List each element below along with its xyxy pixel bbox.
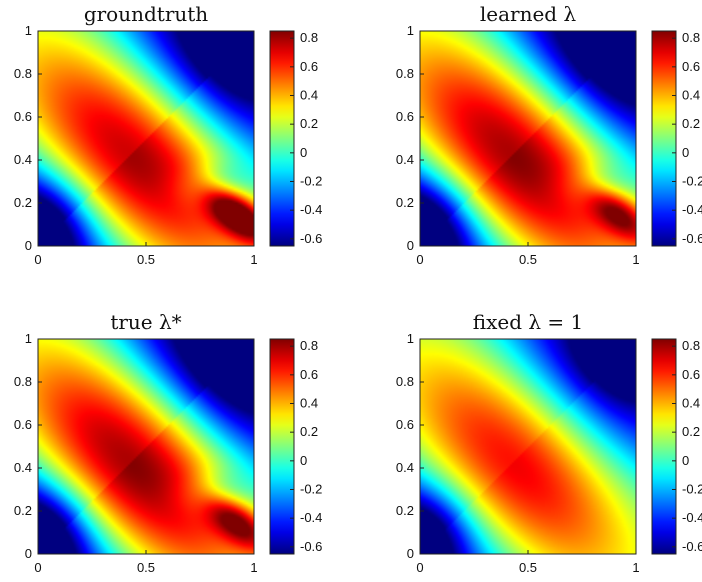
y-tick-label: 1 — [407, 23, 414, 38]
colorbar-tick-label: -0.4 — [300, 510, 322, 525]
colorbar-tick-label: 0.8 — [682, 30, 700, 45]
panel-4: fixed λ = 1 0 0.2 0.4 0.6 0.8 1 0 0.5 1 0.8 0.6 0.4 0… — [396, 310, 702, 575]
colorbar-tick-label: -0.6 — [682, 231, 702, 246]
y-tick-label: 0 — [25, 546, 32, 561]
y-tick-label: 0.2 — [396, 195, 414, 210]
colorbar-tick-label: 0.6 — [682, 59, 700, 74]
colorbar — [269, 338, 295, 555]
colorbar-tick-label: 0.2 — [682, 424, 700, 439]
colorbar-tick-label: 0.8 — [682, 338, 700, 353]
colorbar-tick-label: 0.6 — [682, 367, 700, 382]
plot-title: learned λ — [480, 2, 577, 26]
x-tick-label: 0.5 — [137, 252, 155, 267]
colorbar-tick-label: 0.8 — [300, 30, 318, 45]
y-tick-label: 0.4 — [14, 152, 32, 167]
heatmap-image — [420, 339, 636, 554]
x-tick-label: 1 — [250, 252, 257, 267]
colorbar-tick-label: 0 — [300, 145, 307, 160]
colorbar-tick-label: 0.2 — [300, 424, 318, 439]
y-tick-label: 1 — [25, 23, 32, 38]
y-tick-label: 0.2 — [14, 195, 32, 210]
y-tick-label: 1 — [407, 331, 414, 346]
x-tick-label: 1 — [632, 560, 639, 575]
y-tick-label: 0.2 — [14, 503, 32, 518]
colorbar — [269, 30, 295, 247]
colorbar-tick-label: -0.6 — [682, 539, 702, 554]
panel-2: learned λ 0 0.2 0.4 0.6 0.8 1 0 0.5 1 0.8 0.6 0.4 0.2… — [396, 2, 702, 267]
colorbar-tick-label: 0 — [682, 145, 689, 160]
y-tick-label: 0.6 — [396, 417, 414, 432]
x-tick-label: 0 — [416, 252, 423, 267]
colorbar-tick-label: -0.4 — [682, 510, 702, 525]
y-tick-label: 0 — [25, 238, 32, 253]
y-tick-label: 0.8 — [14, 374, 32, 389]
colorbar-tick-label: 0.2 — [300, 116, 318, 131]
colorbar-tick-label: 0 — [300, 453, 307, 468]
colorbar-tick-label: 0.2 — [682, 116, 700, 131]
colorbar-tick-label: -0.2 — [300, 482, 322, 497]
colorbar — [651, 338, 677, 555]
x-tick-label: 0 — [416, 560, 423, 575]
y-tick-label: 0 — [407, 238, 414, 253]
x-tick-label: 0.5 — [137, 560, 155, 575]
y-tick-label: 0.6 — [396, 109, 414, 124]
colorbar-tick-label: -0.2 — [682, 482, 702, 497]
y-tick-label: 0.8 — [396, 66, 414, 81]
plot-title: true λ* — [110, 310, 181, 334]
y-tick-label: 0 — [407, 546, 414, 561]
colorbar-tick-label: 0.6 — [300, 59, 318, 74]
y-tick-label: 0.4 — [396, 152, 414, 167]
colorbar-tick-label: -0.6 — [300, 539, 322, 554]
colorbar-tick-label: -0.4 — [682, 202, 702, 217]
colorbar-tick-label: -0.4 — [300, 202, 322, 217]
y-tick-label: 0.2 — [396, 503, 414, 518]
x-tick-label: 0.5 — [519, 252, 537, 267]
panel-3: true λ* 0 0.2 0.4 0.6 0.8 1 0 0.5 1 0.8 0.6 0.4 0.2 0 -… — [14, 310, 322, 575]
colorbar-tick-label: -0.2 — [300, 174, 322, 189]
y-tick-label: 0.6 — [14, 109, 32, 124]
y-tick-label: 0.6 — [14, 417, 32, 432]
y-tick-label: 0.8 — [396, 374, 414, 389]
x-tick-label: 0.5 — [519, 560, 537, 575]
panel-1: groundtruth 0 0.2 0.4 0.6 0.8 1 0 0.5 1 0.8 0.6 0.4 0… — [14, 2, 322, 267]
x-tick-label: 0 — [34, 252, 41, 267]
y-tick-label: 0.4 — [14, 460, 32, 475]
plot-title: groundtruth — [84, 2, 208, 26]
heatmap-image — [38, 31, 254, 246]
x-tick-label: 0 — [34, 560, 41, 575]
y-tick-label: 1 — [25, 331, 32, 346]
x-tick-label: 1 — [250, 560, 257, 575]
colorbar-tick-label: 0.6 — [300, 367, 318, 382]
heatmap-image — [38, 339, 254, 554]
colorbar-tick-label: -0.6 — [300, 231, 322, 246]
y-tick-label: 0.4 — [396, 460, 414, 475]
colorbar-tick-label: 0 — [682, 453, 689, 468]
colorbar-tick-label: 0.4 — [300, 88, 318, 103]
colorbar-tick-label: 0.4 — [682, 88, 700, 103]
x-tick-label: 1 — [632, 252, 639, 267]
colorbar-tick-label: 0.4 — [300, 396, 318, 411]
colorbar-tick-label: -0.2 — [682, 174, 702, 189]
plot-title: fixed λ = 1 — [473, 310, 584, 334]
colorbar-tick-label: 0.8 — [300, 338, 318, 353]
colorbar — [651, 30, 677, 247]
heatmap-image — [420, 31, 636, 246]
colorbar-tick-label: 0.4 — [682, 396, 700, 411]
y-tick-label: 0.8 — [14, 66, 32, 81]
